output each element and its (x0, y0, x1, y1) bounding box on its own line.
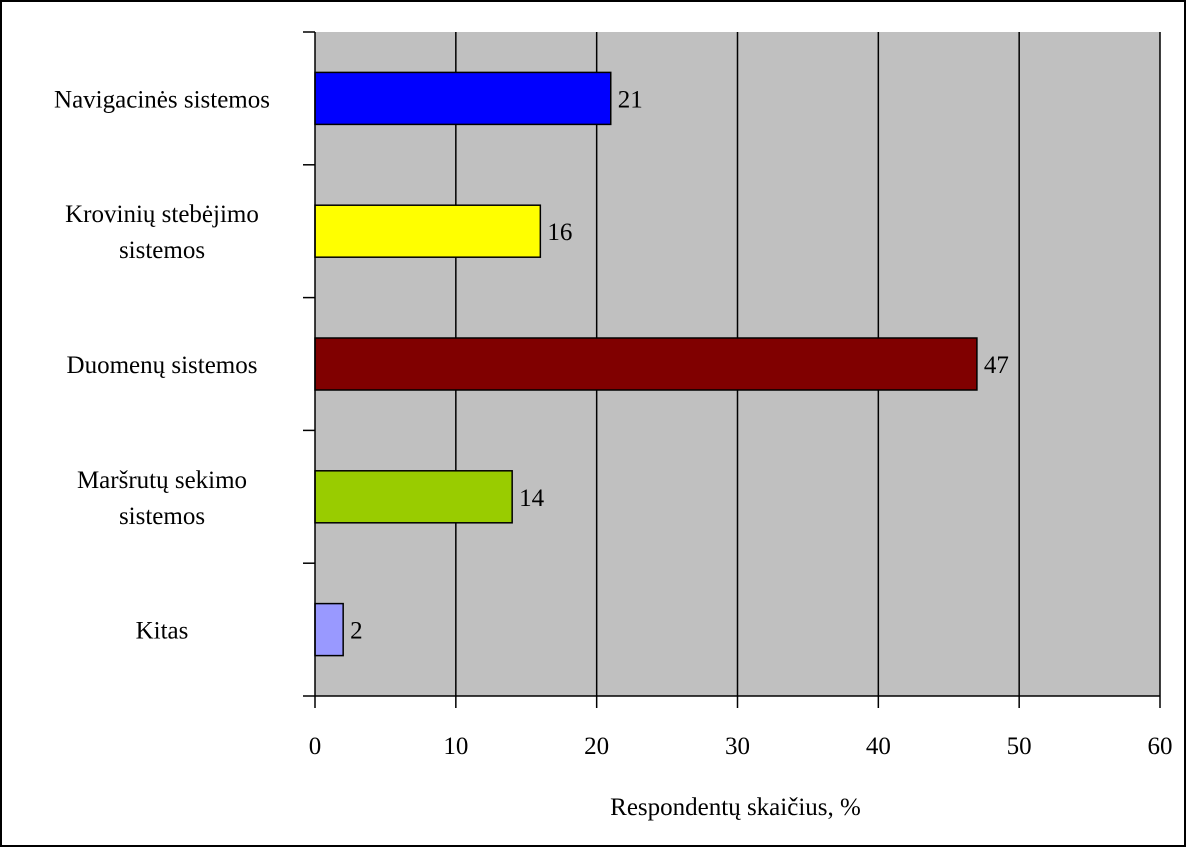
bar-2 (314, 337, 978, 391)
x-tick-label-50: 50 (1007, 733, 1032, 760)
data-label-1: 16 (547, 219, 572, 246)
axes (303, 31, 1161, 708)
category-label-1: Krovinių stebėjimo sistemos (65, 201, 259, 264)
data-label-3: 14 (519, 485, 545, 512)
category-label-3: Maršrutų sekimo sistemos (77, 467, 247, 530)
x-axis-title: Respondentų skaičius, % (610, 794, 861, 821)
x-tick-label-20: 20 (584, 733, 609, 760)
data-label-2: 47 (984, 352, 1009, 379)
bar-3 (314, 470, 513, 524)
bar-0 (314, 71, 612, 126)
category-label-0: Navigacinės sistemos (54, 86, 270, 113)
x-tick-label-40: 40 (866, 733, 891, 760)
labels: 21 Navigacinės sistemos 16 Krovinių stebėji… (54, 86, 1172, 760)
bars (314, 71, 978, 657)
x-tick-label-10: 10 (443, 733, 468, 760)
category-label-2: Duomenų sistemos (67, 352, 258, 379)
data-label-0: 21 (618, 86, 643, 113)
bar-1 (314, 204, 542, 258)
x-tick-label-60: 60 (1148, 733, 1173, 760)
x-tick-label-0: 0 (309, 733, 322, 760)
category-label-4: Kitas (136, 618, 189, 645)
bar-4 (314, 602, 344, 657)
data-label-4: 2 (350, 618, 363, 645)
x-tick-label-30: 30 (725, 733, 750, 760)
